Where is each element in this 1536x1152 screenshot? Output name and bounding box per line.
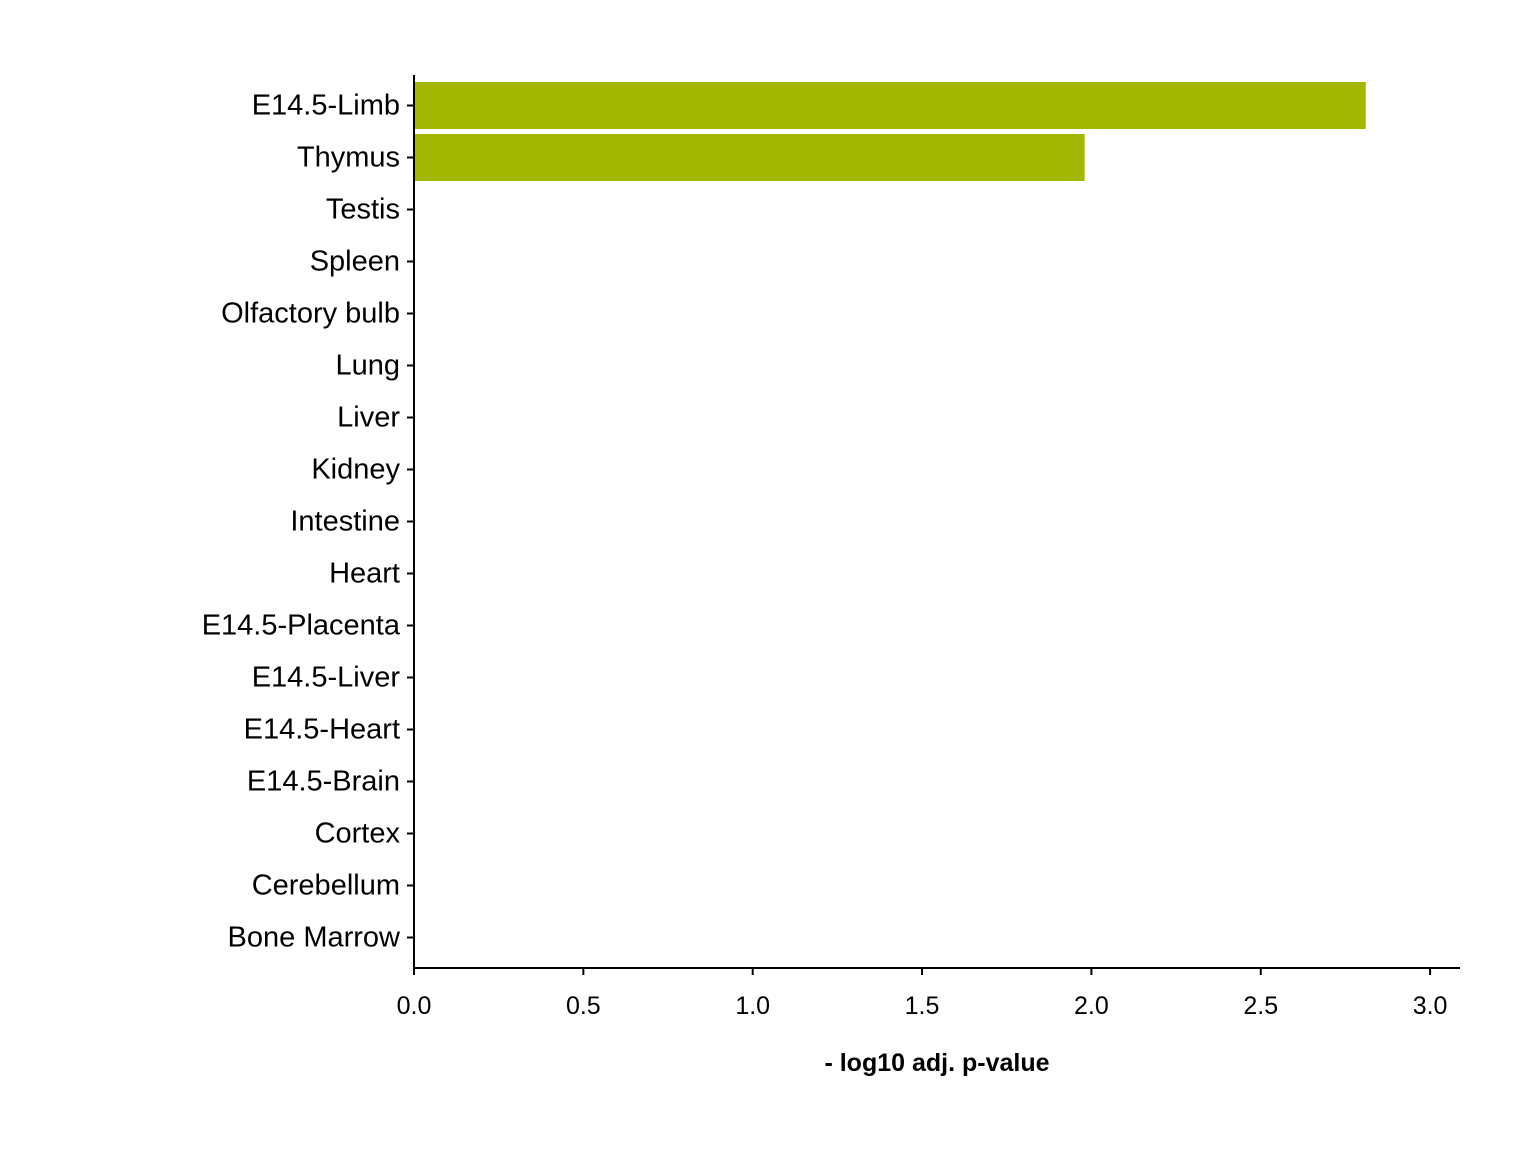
x-tick-label: 2.0: [1074, 992, 1109, 1020]
y-tick-label-e14-5-brain: E14.5-Brain: [247, 766, 400, 798]
bars: [414, 82, 1366, 181]
x-tick-label: 0.0: [397, 992, 432, 1020]
y-tick-label-cortex: Cortex: [315, 818, 401, 850]
y-tick-label-e14-5-limb: E14.5-Limb: [252, 90, 400, 122]
y-tick-label-e14-5-liver: E14.5-Liver: [252, 662, 401, 694]
x-tick-label: 2.5: [1243, 992, 1278, 1020]
y-tick-label-olfactory-bulb: Olfactory bulb: [221, 298, 400, 330]
y-tick-label-thymus: Thymus: [297, 142, 400, 174]
y-tick-label-testis: Testis: [326, 194, 400, 226]
y-tick-label-cerebellum: Cerebellum: [252, 870, 400, 902]
y-tick-label-kidney: Kidney: [311, 454, 400, 486]
y-tick-label-spleen: Spleen: [310, 246, 400, 278]
x-tick-label: 0.5: [566, 992, 601, 1020]
bar-thymus: [414, 134, 1085, 181]
x-tick-label: 3.0: [1413, 992, 1448, 1020]
y-axis: E14.5-Limb Thymus Testis Spleen Olfactory bu…: [202, 75, 415, 968]
y-tick-label-lung: Lung: [335, 350, 400, 382]
y-tick-label-heart: Heart: [329, 558, 400, 590]
y-tick-label-liver: Liver: [337, 402, 400, 434]
x-axis-title: - log10 adj. p-value: [824, 1049, 1049, 1077]
x-axis: 0.0 0.5 1.0 1.5 2.0 2.5 3.0: [397, 967, 1460, 1020]
y-tick-label-e14-5-placenta: E14.5-Placenta: [202, 610, 401, 642]
x-tick-label: 1.0: [735, 992, 770, 1020]
y-tick-label-bone-marrow: Bone Marrow: [228, 922, 402, 954]
x-tick-label: 1.5: [905, 992, 940, 1020]
y-tick-label-intestine: Intestine: [290, 506, 400, 538]
y-tick-label-e14-5-heart: E14.5-Heart: [244, 714, 400, 746]
bar-e14-5-limb: [414, 82, 1366, 129]
